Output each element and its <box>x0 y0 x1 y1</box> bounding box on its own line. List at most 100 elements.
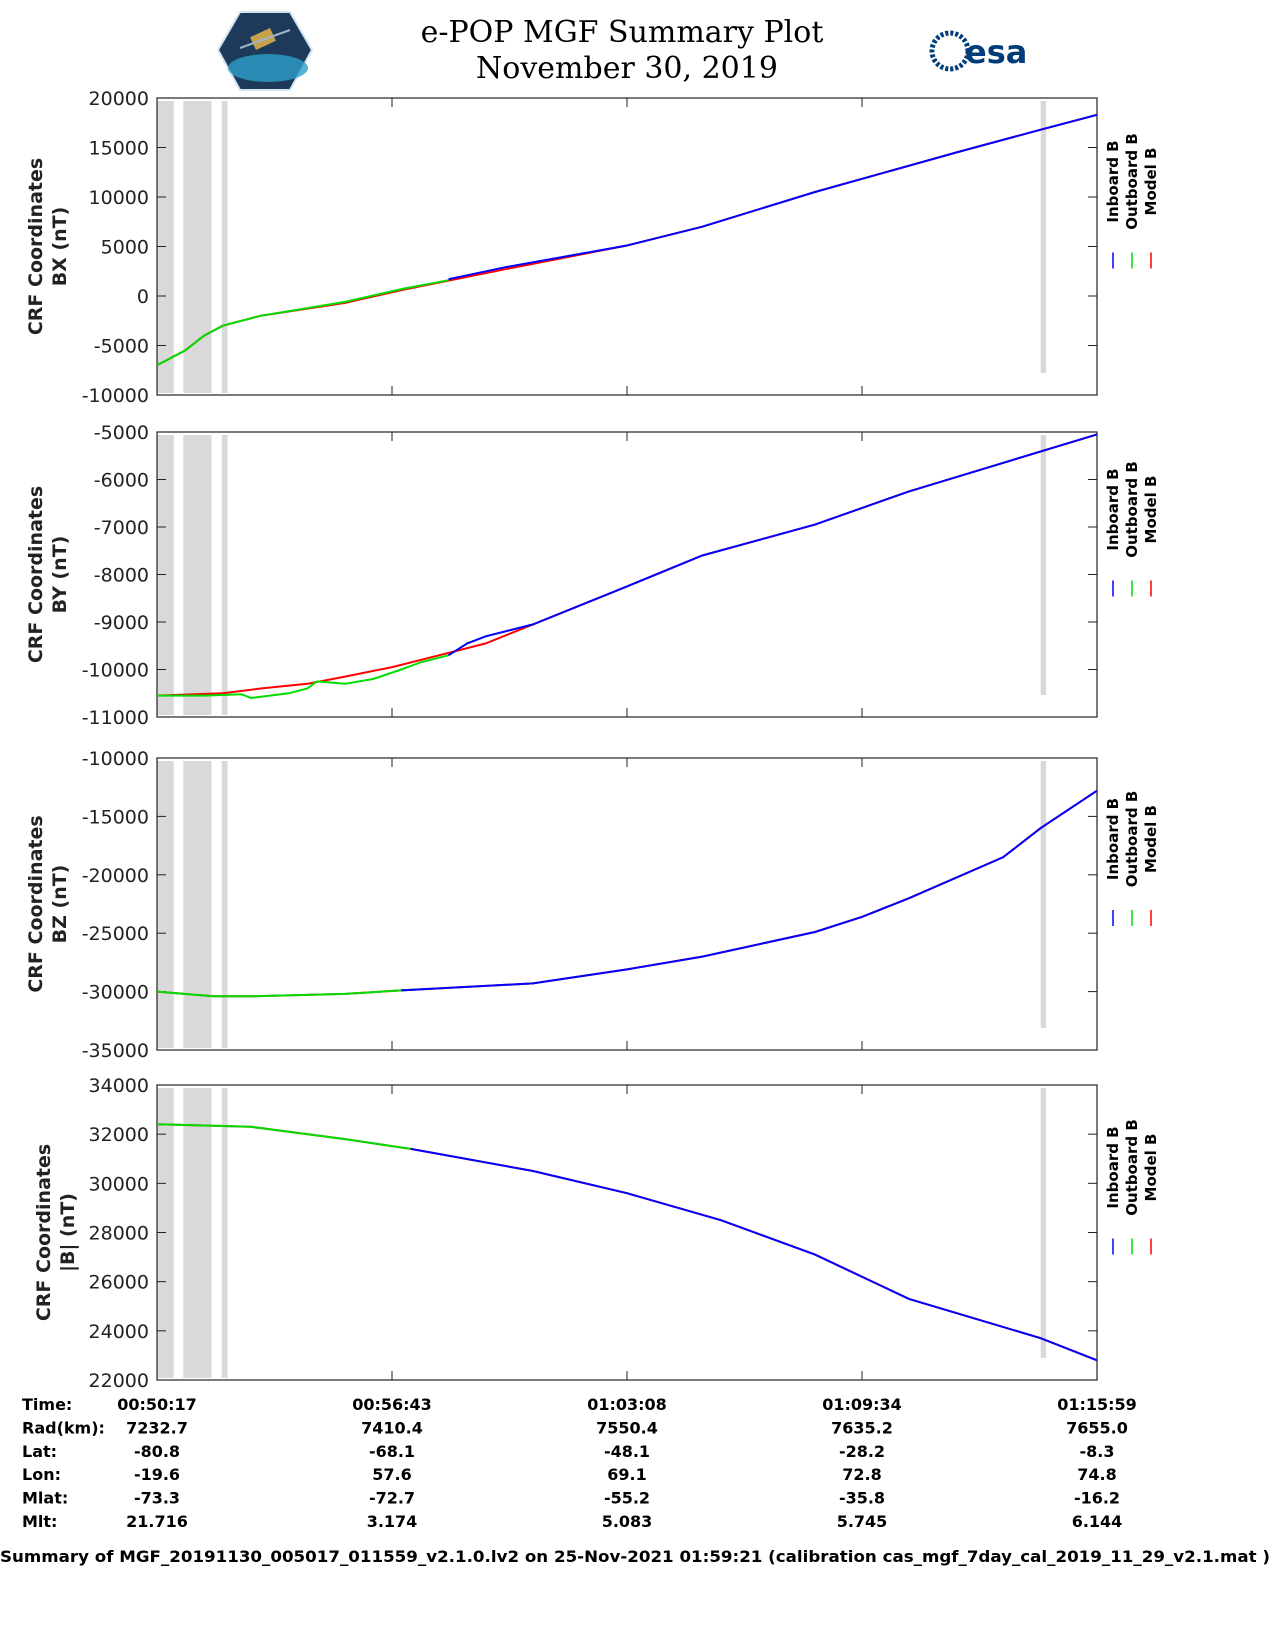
plot-title: e-POP MGF Summary Plot <box>421 15 824 50</box>
legend-label: Outboard B <box>1123 791 1141 888</box>
table-row: Time: 00:50:17 00:56:43 01:03:08 01:09:34 01:… <box>22 1395 1137 1414</box>
panel-1: -10000 -5000 0 5000 10000 15000 20000 CRF Coord… <box>25 88 1160 407</box>
row-value: -28.2 <box>839 1442 885 1461</box>
y-tick-label: -7000 <box>94 517 149 539</box>
y-tick-label: -11000 <box>82 707 149 729</box>
data-gap-shade <box>221 761 228 1048</box>
y-tick-label: -20000 <box>82 865 149 887</box>
y-tick-label: -8000 <box>94 565 149 587</box>
data-gap-shade <box>183 1088 212 1378</box>
row-value: 7410.4 <box>361 1418 423 1437</box>
data-gap-shade <box>1040 1088 1047 1358</box>
row-value: -68.1 <box>369 1442 415 1461</box>
row-value: 7635.2 <box>831 1418 893 1437</box>
panel-3: -35000 -30000 -25000 -20000 -15000 -10000 CRF … <box>25 748 1160 1062</box>
panel-4: 22000 24000 26000 28000 30000 32000 34000 CRF C… <box>33 1075 1160 1392</box>
y-tick-label: 32000 <box>89 1124 149 1146</box>
legend-label: Model B <box>1142 476 1160 544</box>
legend-label: Outboard B <box>1123 133 1141 230</box>
series-outboard-b <box>156 1123 411 1150</box>
data-gap-shade <box>221 101 228 393</box>
data-gap-shade <box>157 761 174 1048</box>
row-value: 21.716 <box>126 1512 188 1531</box>
row-label: Time: <box>22 1395 72 1414</box>
row-value: -73.3 <box>134 1489 180 1508</box>
row-value: 01:03:08 <box>587 1395 667 1414</box>
row-value: -16.2 <box>1074 1489 1120 1508</box>
y-tick-label: 26000 <box>89 1272 149 1294</box>
orbit-info-table: Time: 00:50:17 00:56:43 01:03:08 01:09:34 01:… <box>22 1395 1137 1531</box>
y-tick-label: 22000 <box>89 1370 149 1392</box>
row-value: -35.8 <box>839 1489 885 1508</box>
series-inboard-b <box>447 433 1098 657</box>
row-value: 7550.4 <box>596 1418 658 1437</box>
row-label: Lon: <box>22 1465 61 1484</box>
row-label: Mlt: <box>22 1512 57 1531</box>
y-axis-label: CRF Coordinates <box>25 158 47 335</box>
row-value: -72.7 <box>369 1489 415 1508</box>
row-value: 72.8 <box>842 1465 881 1484</box>
plot-frame <box>156 1084 1098 1381</box>
row-value: 01:09:34 <box>822 1395 902 1414</box>
legend-label: Inboard B <box>1104 468 1122 550</box>
y-tick-label: 10000 <box>89 187 149 209</box>
series-outboard-b <box>157 654 449 700</box>
table-row: Lat: -80.8 -68.1 -48.1 -28.2 -8.3 <box>22 1442 1114 1461</box>
row-value: 57.6 <box>372 1465 411 1484</box>
row-value: 74.8 <box>1077 1465 1116 1484</box>
series-model-b <box>156 789 1098 998</box>
data-gap-shade <box>183 761 212 1048</box>
y-tick-label: 34000 <box>89 1075 149 1097</box>
legend-label: Model B <box>1142 148 1160 216</box>
y-axis-label: CRF Coordinates <box>33 1144 55 1321</box>
y-tick-label: 24000 <box>89 1321 149 1343</box>
y-tick-label: -10000 <box>82 385 149 407</box>
y-tick-label: 30000 <box>89 1173 149 1195</box>
row-label: Lat: <box>22 1442 57 1461</box>
legend-label: Outboard B <box>1123 461 1141 558</box>
row-value: 6.144 <box>1072 1512 1123 1531</box>
row-value: 5.745 <box>837 1512 888 1531</box>
y-axis-label: BX (nT) <box>49 207 71 287</box>
row-value: 00:56:43 <box>352 1395 432 1414</box>
footer-summary: Summary of MGF_20191130_005017_011559_v2… <box>0 1547 1270 1566</box>
y-tick-label: -15000 <box>82 806 149 828</box>
y-tick-label: 5000 <box>101 237 149 259</box>
y-tick-label: 15000 <box>89 138 149 160</box>
y-axis-label: BY (nT) <box>49 536 71 614</box>
y-tick-label: 28000 <box>89 1223 149 1245</box>
y-axis-label: CRF Coordinates <box>25 815 47 992</box>
legend-label: Outboard B <box>1123 1119 1141 1216</box>
y-tick-label: -6000 <box>94 470 149 492</box>
y-tick-label: -5000 <box>94 336 149 358</box>
y-tick-label: 0 <box>137 286 149 308</box>
plot-panels: -10000 -5000 0 5000 10000 15000 20000 CRF Coord… <box>25 88 1160 1392</box>
row-value: -80.8 <box>134 1442 180 1461</box>
cassiope-logo <box>216 11 314 91</box>
data-gap-shade <box>1040 761 1047 1028</box>
legend-label: Inboard B <box>1104 798 1122 880</box>
data-gap-shade <box>183 435 212 715</box>
plot-frame <box>156 431 1098 718</box>
legend-label: Model B <box>1142 805 1160 873</box>
y-tick-label: -9000 <box>94 612 149 634</box>
y-axis-label: CRF Coordinates <box>25 486 47 663</box>
panel-2: -11000 -10000 -9000 -8000 -7000 -6000 -5000 CRF… <box>25 422 1160 729</box>
row-label: Mlat: <box>22 1489 68 1508</box>
row-value: 69.1 <box>607 1465 646 1484</box>
row-value: -8.3 <box>1080 1442 1115 1461</box>
series-inboard-b <box>410 1147 1098 1362</box>
legend-label: Inboard B <box>1104 1126 1122 1208</box>
row-value: -19.6 <box>134 1465 180 1484</box>
y-tick-label: -25000 <box>82 923 149 945</box>
table-row: Mlt: 21.716 3.174 5.083 5.745 6.144 <box>22 1512 1122 1531</box>
table-row: Rad(km): 7232.7 7410.4 7550.4 7635.2 7655.0 <box>22 1418 1128 1437</box>
table-row: Mlat: -73.3 -72.7 -55.2 -35.8 -16.2 <box>22 1489 1120 1508</box>
row-value: 7232.7 <box>126 1418 188 1437</box>
esa-logo: esa <box>929 30 1027 72</box>
row-value: -48.1 <box>604 1442 650 1461</box>
legend-label: Inboard B <box>1104 140 1122 222</box>
series-inboard-b <box>401 789 1098 992</box>
row-value: 3.174 <box>367 1512 418 1531</box>
